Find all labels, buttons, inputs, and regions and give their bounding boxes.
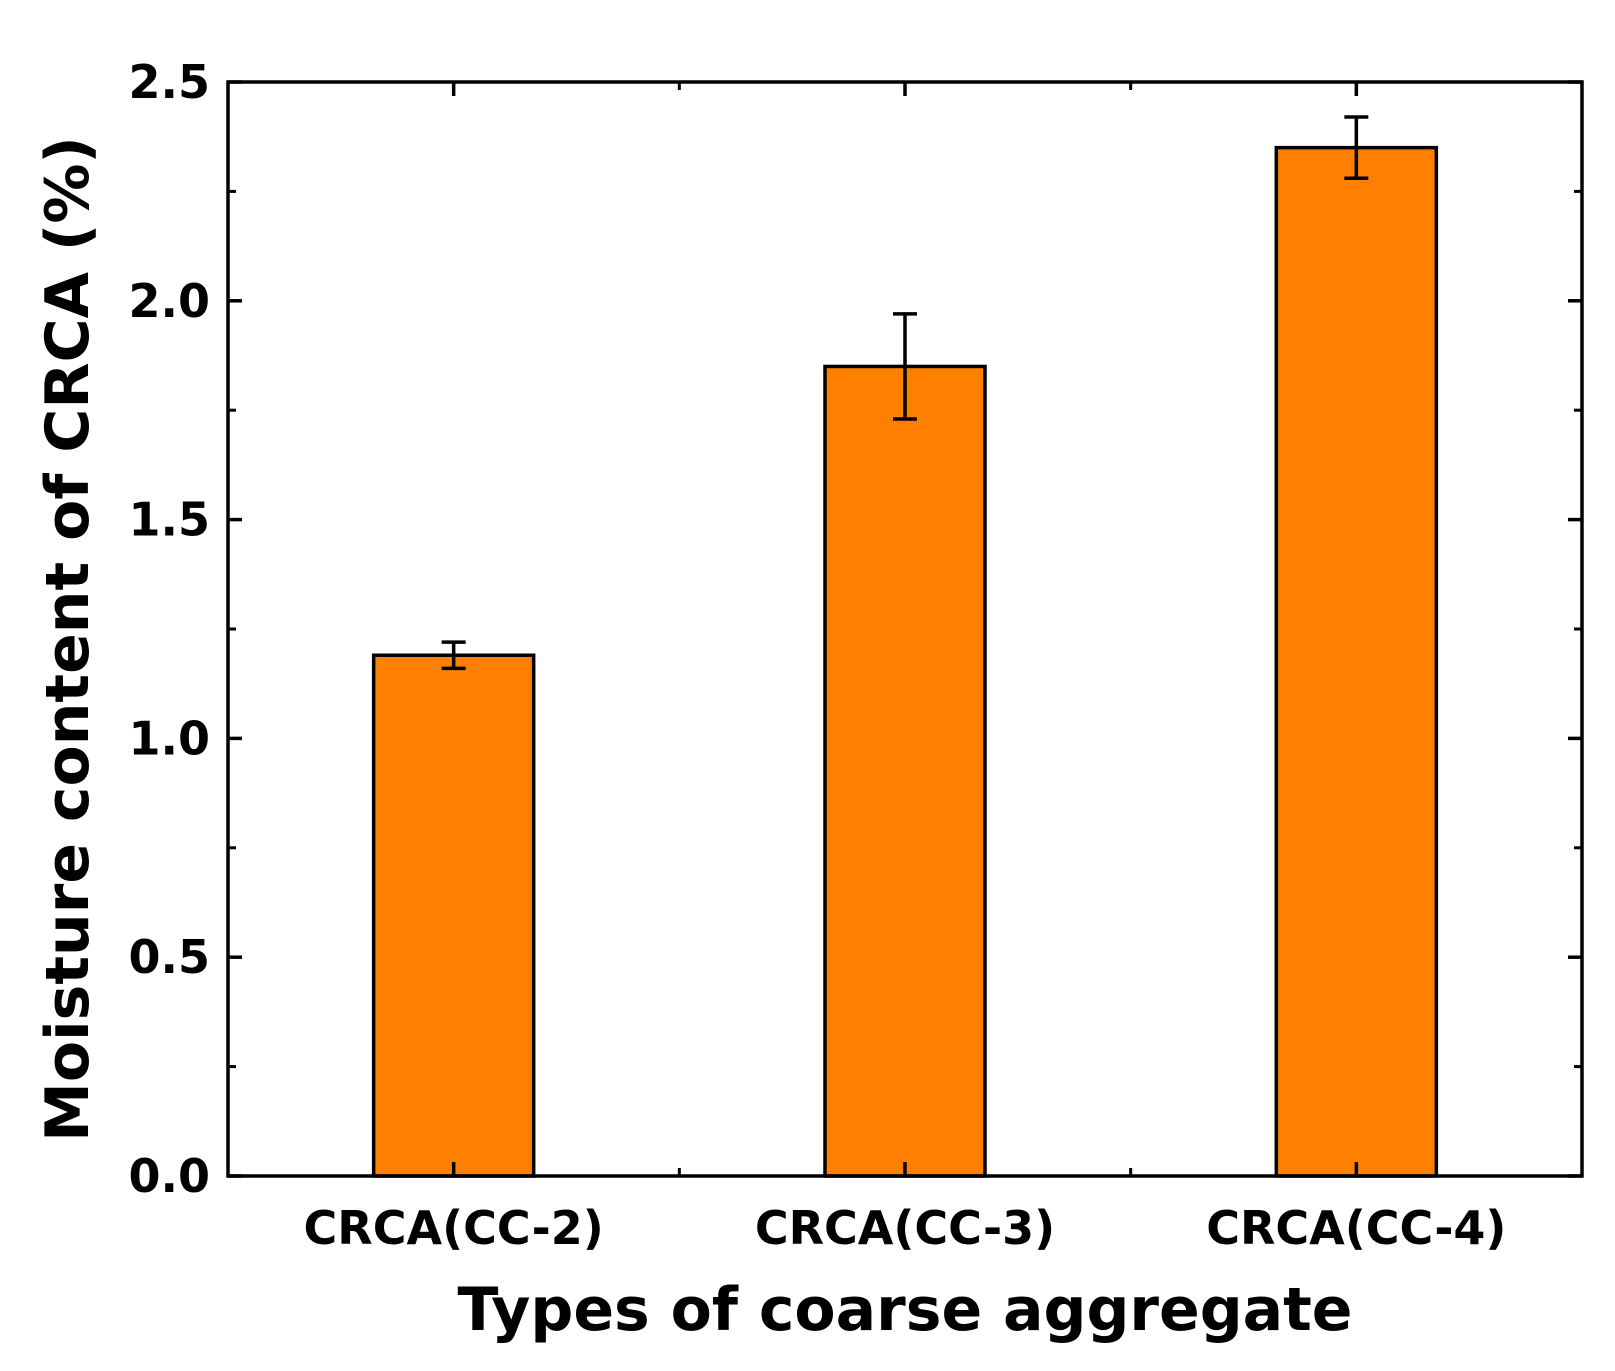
x-tick-label: CRCA(CC-3) [755,1201,1055,1255]
x-axis-title: Types of coarse aggregate [457,1275,1352,1345]
x-tick-label: CRCA(CC-4) [1206,1201,1506,1255]
x-tick-labels: CRCA(CC-2) CRCA(CC-3) CRCA(CC-4) [304,1201,1507,1255]
bar-3 [1274,145,1439,1178]
x-tick-label: CRCA(CC-2) [304,1201,604,1255]
y-tick-label: 2.0 [129,274,211,328]
y-axis-title: Moisture content of CRCA (%) [33,136,103,1142]
error-bar-2 [893,312,917,421]
y-tick-labels: 0.0 0.5 1.0 1.5 2.0 2.5 [129,55,211,1203]
y-tick-label: 1.5 [129,493,211,547]
y-tick-label: 0.0 [129,1149,211,1203]
y-tick-label: 1.0 [129,711,211,765]
bar-2 [823,364,987,1178]
error-bar-1 [441,640,466,671]
bar-1 [371,653,536,1178]
y-tick-label: 0.5 [129,930,211,984]
error-bar-3 [1344,115,1369,181]
bars-layer [371,145,1439,1178]
y-tick-label: 2.5 [129,55,211,109]
error-bars-layer [441,115,1369,671]
plot-frame [226,80,1584,1178]
